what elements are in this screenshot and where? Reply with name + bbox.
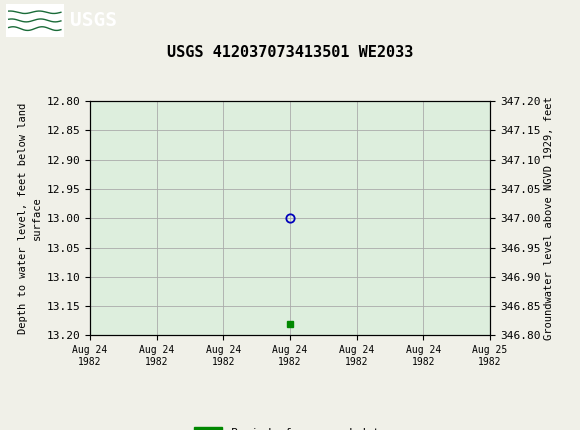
Legend: Period of approved data: Period of approved data <box>194 427 386 430</box>
Bar <box>6 4 64 37</box>
Text: USGS: USGS <box>70 11 117 30</box>
Y-axis label: Depth to water level, feet below land
surface: Depth to water level, feet below land su… <box>18 103 42 334</box>
Text: USGS 412037073413501 WE2033: USGS 412037073413501 WE2033 <box>167 45 413 60</box>
Y-axis label: Groundwater level above NGVD 1929, feet: Groundwater level above NGVD 1929, feet <box>545 96 554 340</box>
